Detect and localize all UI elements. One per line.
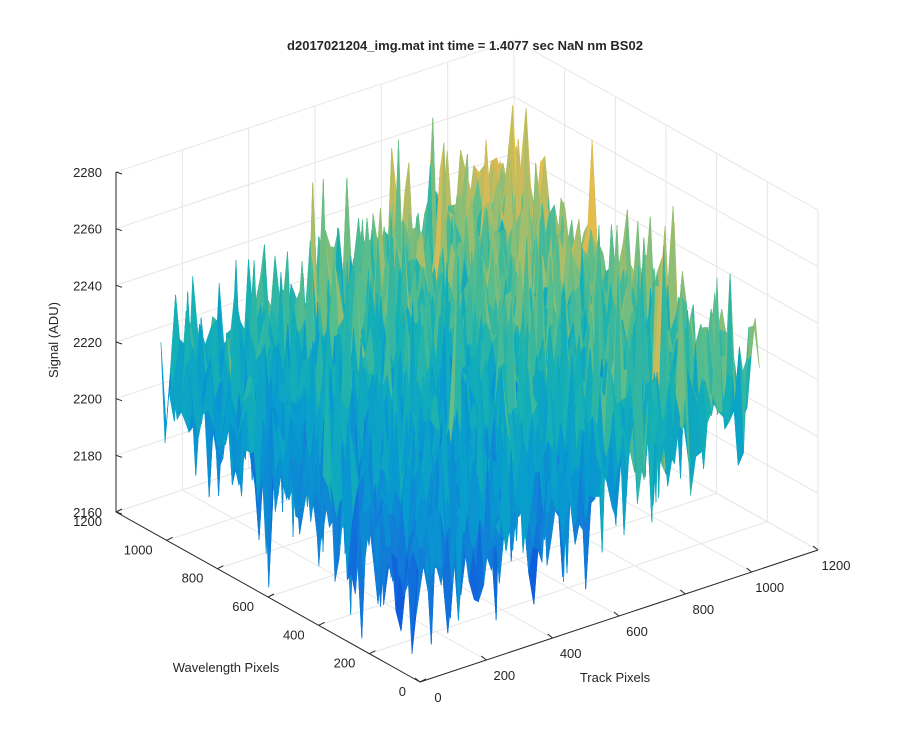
z-tick-label: 2220 xyxy=(73,335,102,350)
x-tick-label: 0 xyxy=(434,690,441,705)
y-tick-mark xyxy=(419,678,427,683)
y-tick-mark xyxy=(166,536,173,541)
z-tick-label: 2160 xyxy=(73,505,102,520)
z-tick-mark xyxy=(115,284,123,288)
x-tick-mark xyxy=(547,633,553,639)
y-tick-label: 400 xyxy=(283,627,305,642)
y-tick-mark xyxy=(217,565,224,570)
grid-line xyxy=(513,96,819,268)
x-tick-mark xyxy=(680,589,686,595)
z-tick-label: 2200 xyxy=(73,392,102,407)
grid-line xyxy=(369,521,768,655)
y-tick-mark xyxy=(267,593,275,598)
y-tick-mark xyxy=(115,508,123,513)
grid-line xyxy=(115,39,515,173)
z-tick-mark xyxy=(115,228,123,232)
z-tick-label: 2280 xyxy=(73,165,102,180)
x-tick-label: 800 xyxy=(692,602,714,617)
z-tick-mark xyxy=(115,171,123,175)
y-tick-mark xyxy=(369,650,376,655)
z-tick-mark xyxy=(115,398,123,402)
z-tick-mark xyxy=(115,341,123,345)
y-tick-label: 600 xyxy=(232,599,254,614)
chart-title: d2017021204_img.mat int time = 1.4077 se… xyxy=(287,38,643,53)
grid-line xyxy=(115,96,515,230)
z-axis-label: Signal (ADU) xyxy=(46,302,61,378)
z-tick-mark xyxy=(115,454,123,458)
grid-line xyxy=(513,39,819,211)
grid-line xyxy=(513,152,819,324)
x-tick-mark xyxy=(746,567,752,573)
x-tick-mark xyxy=(812,545,819,551)
z-tick-label: 2180 xyxy=(73,448,102,463)
surface-patch xyxy=(415,546,426,616)
x-tick-label: 600 xyxy=(626,624,648,639)
z-tick-label: 2260 xyxy=(73,222,102,237)
x-axis-label: Track Pixels xyxy=(580,670,651,685)
z-tick-mark xyxy=(115,511,123,515)
y-tick-label: 1000 xyxy=(124,542,153,557)
z-tick-label: 2240 xyxy=(73,278,102,293)
x-tick-mark xyxy=(613,611,620,617)
x-tick-label: 1000 xyxy=(755,580,784,595)
axes-ticks: 0 200 400 600 800 1000 1200 0 200 400 600 800 1000 12… xyxy=(73,165,850,705)
y-axis-label: Wavelength Pixels xyxy=(173,660,280,675)
y-tick-label: 1200 xyxy=(73,514,102,529)
y-tick-label: 0 xyxy=(399,684,406,699)
signal-surface xyxy=(160,105,760,655)
x-tick-label: 200 xyxy=(493,668,515,683)
x-tick-mark xyxy=(414,677,421,683)
y-tick-label: 800 xyxy=(182,571,204,586)
x-tick-mark xyxy=(481,655,487,661)
x-tick-label: 1200 xyxy=(822,558,851,573)
x-tick-label: 400 xyxy=(560,646,582,661)
grid-line xyxy=(318,492,717,626)
y-tick-mark xyxy=(318,621,325,626)
y-tick-label: 200 xyxy=(334,656,356,671)
